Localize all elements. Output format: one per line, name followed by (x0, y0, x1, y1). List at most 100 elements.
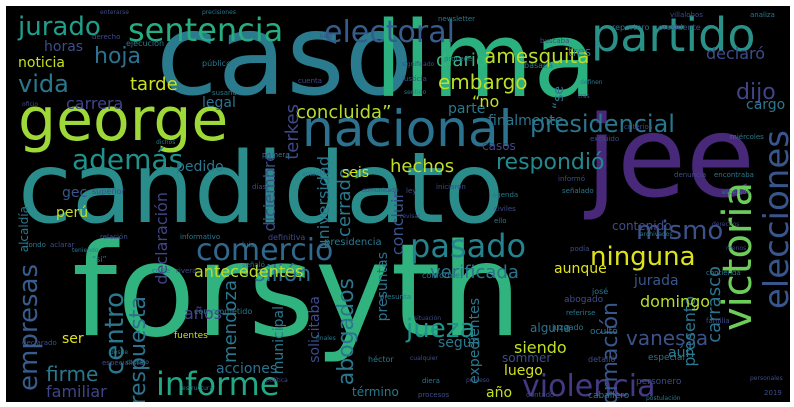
word-situacion: situación (414, 315, 442, 322)
word-informo: informó (558, 175, 585, 183)
word-consejo: consejo (126, 359, 149, 366)
word-pedido: pedido (176, 159, 224, 175)
word-amesquita: amesquita (484, 44, 590, 68)
word-comprometido: comprometido (194, 307, 253, 316)
word-cloud: forsyth caso lima candidato george jee n… (6, 6, 790, 402)
word-2019: 2019 (764, 389, 782, 397)
word-antecedentes: antecedentes (194, 262, 304, 281)
word-revisar: revisar (400, 213, 421, 220)
word-excluido: excluido (590, 135, 620, 143)
word-procesos: procesos (418, 391, 450, 399)
word-seis: seis (342, 165, 370, 181)
word-embargo: embargo (438, 70, 528, 94)
word-cuenta: cuenta (298, 77, 323, 85)
word-juzgado: juzgado (552, 323, 584, 332)
word-respuesta: respuesta (126, 296, 151, 402)
word-precisiones: precisiones (202, 9, 236, 16)
word-newsletter: newsletter (438, 15, 476, 23)
word-finalmente: finalmente (488, 113, 564, 129)
word-conforme: conforme (422, 271, 460, 280)
word-aunque: aunque (554, 261, 607, 277)
word-publicos: públicos (202, 59, 236, 68)
word-concluida: concluida” (296, 102, 392, 123)
word-caballero: caballero (588, 391, 630, 401)
word-rivera: rivera (176, 267, 197, 275)
word-nacional: nacional (302, 100, 513, 158)
word-ano: año (486, 385, 513, 401)
word-expedientes: expedientes (467, 298, 483, 384)
word-postulacion: postulación (646, 395, 681, 402)
word-ello: ello (494, 217, 507, 225)
word-derechos: derechos (712, 221, 740, 228)
word-violencia: violencia (522, 369, 656, 402)
word-personales: personales (750, 375, 783, 382)
word-definitiva: definitiva (268, 233, 306, 242)
word-familia: familia (706, 317, 730, 325)
word-diera: diera (422, 377, 440, 385)
word-susana: susana (212, 89, 237, 97)
word-si-quote: “si” (92, 255, 107, 264)
word-george: george (18, 85, 229, 155)
word-enterarse: enterarse (100, 9, 129, 16)
word-acciones: acciones (216, 361, 278, 377)
word-presidencia: presidencia (324, 237, 382, 248)
word-ademas: además (72, 143, 184, 176)
word-horas: horas (44, 39, 84, 55)
word-relacion: relación (100, 233, 128, 241)
word-solicitaba: solicitaba (307, 296, 323, 363)
word-informe: informe (156, 365, 280, 402)
word-presidente: presidente (658, 23, 701, 32)
word-finales: finales (316, 335, 336, 342)
word-dichos: dichos (156, 139, 176, 146)
word-jose: josé (592, 287, 609, 296)
word-contado: contado (526, 391, 555, 399)
word-vida: vida (18, 70, 69, 98)
word-corte: corte (152, 267, 171, 275)
word-politica: política (266, 377, 288, 384)
word-proceso: proceso (466, 377, 490, 384)
word-abogados: abogados (334, 278, 359, 386)
word-tarde: tarde (130, 74, 178, 95)
word-se-quote: “se (551, 86, 567, 110)
word-vanessa: vanessa (626, 326, 709, 350)
word-informacion: información (598, 302, 623, 402)
word-estructura: estructura (182, 385, 214, 392)
word-abogado: abogado (564, 295, 604, 305)
word-oculto: ocultó (590, 327, 618, 337)
word-miercoles: miércoles (730, 133, 764, 141)
word-lima: lima (374, 6, 597, 121)
word-dias: días (252, 183, 267, 191)
word-sommer: sommer (502, 351, 552, 365)
word-casos: casos (482, 139, 516, 153)
word-mendoza: mendoza (220, 280, 241, 363)
word-aun: aún (668, 345, 695, 361)
word-alguna: alguna (530, 321, 571, 335)
word-contienda: contienda (706, 269, 741, 277)
word-firme: firme (46, 362, 99, 386)
word-electoral: electoral (324, 15, 455, 50)
word-especialista: especialista (102, 359, 144, 367)
word-anos: años (184, 304, 223, 323)
word-fuentes: fuentes (174, 331, 208, 341)
word-legal: legal (202, 95, 236, 111)
word-jurada: jurada (634, 273, 679, 289)
word-senalo: señaló (242, 261, 265, 269)
word-criterios: criterios (624, 123, 653, 131)
word-verificada: verificada (430, 262, 519, 283)
word-presidencial: presidencial (530, 110, 675, 138)
word-presunta: presunta (380, 293, 412, 301)
word-ley: ley (406, 187, 417, 195)
word-sentido: sentido (404, 89, 427, 96)
word-teniendo: teniendo (72, 247, 99, 254)
word-cualquier: cualquier (410, 355, 438, 362)
word-noticia: noticia (18, 55, 65, 71)
word-luis: luis (242, 241, 254, 249)
word-empresas: empresas (14, 264, 44, 391)
word-respondio: respondió (496, 150, 605, 175)
word-no-quote: “no (472, 92, 500, 111)
word-dijo: dijo (736, 80, 776, 105)
word-cargo: cargo (746, 97, 786, 113)
word-fondo: fondo (26, 241, 46, 249)
word-referirse: referirse (566, 309, 596, 317)
word-pasado: pasado (410, 227, 527, 265)
